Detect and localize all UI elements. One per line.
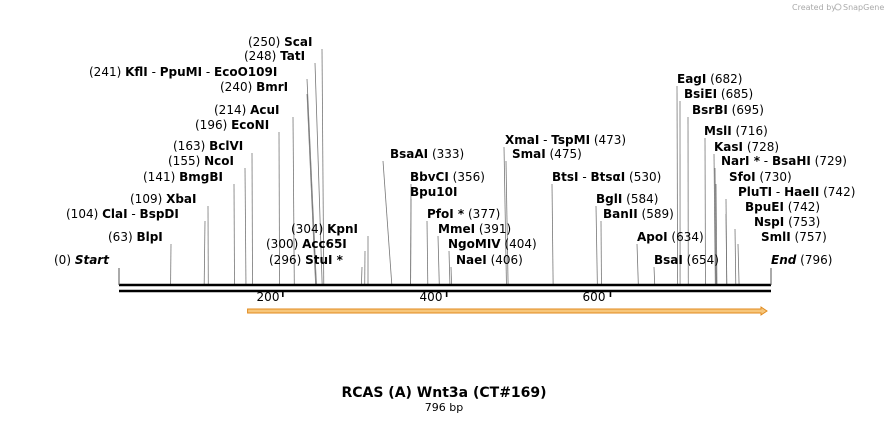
site-smai-leader [505, 160, 509, 285]
site-apoi-leader [636, 243, 639, 285]
feature-arrow[interactable] [247, 306, 768, 316]
site-ncoi-label[interactable]: (155) NcoI [168, 154, 234, 168]
map-length: 796 bp [425, 401, 463, 414]
site-sfoi-leader [715, 183, 718, 285]
site-tati-label[interactable]: (248) TatI [244, 49, 305, 63]
site-eagi-label[interactable]: EagI (682) [677, 72, 742, 86]
site-bmri-label[interactable]: (240) BmrI [220, 80, 288, 94]
site-kpni-label[interactable]: (304) KpnI [291, 222, 358, 236]
site-nspi-leader [734, 228, 737, 285]
site-bpu10i-label[interactable]: Bpu10I [410, 185, 457, 199]
enzyme-site-labels: (63) BlpI (104) ClaI - BspDI(109) XbaI (14… [54, 35, 855, 267]
site-mmei-leader [437, 235, 440, 285]
site-bsiei-label[interactable]: BsiEI (685) [684, 87, 753, 101]
site-econi-leader [278, 131, 280, 285]
site-ngomiv-leader [448, 250, 451, 285]
site-pfoi-label[interactable]: PfoI * (377) [427, 207, 500, 221]
ruler-tick-label-200: 200 [257, 290, 280, 304]
site-mmei-label[interactable]: MmeI (391) [438, 222, 511, 236]
site-econi-label[interactable]: (196) EcoNI [195, 118, 269, 132]
site-apoi-label[interactable]: ApoI (634) [637, 230, 704, 244]
map-title: RCAS (A) Wnt3a (CT#169) [341, 385, 546, 401]
site-acui-leader [292, 116, 295, 285]
dna-backbone [118, 268, 772, 297]
site-nari-bsahi-leader [714, 167, 717, 285]
site-btsi-bts-i-label[interactable]: BtsI - BtsαI (530) [552, 170, 661, 184]
site-ngomiv-label[interactable]: NgoMIV (404) [448, 237, 537, 251]
watermark-brand: SnapGene [843, 3, 884, 12]
site-sfoi-label[interactable]: SfoI (730) [729, 170, 792, 184]
site-acc65i-label[interactable]: (300) Acc65I [266, 237, 347, 251]
site-bsaai-leader [382, 160, 393, 285]
site-bmgbi-label[interactable]: (141) BmgBI [143, 170, 223, 184]
site-banii-label[interactable]: BanII (589) [603, 207, 674, 221]
site-tati-leader [314, 62, 323, 285]
site-clai-bspdi-label[interactable]: (104) ClaI - BspDI [66, 207, 179, 221]
site-ncoi-leader [244, 167, 247, 285]
site-bbvci-label[interactable]: BbvCI (356) [410, 170, 485, 184]
site-nspi-label[interactable]: NspI (753) [754, 215, 820, 229]
site-stui-label[interactable]: (296) StuI * [269, 253, 344, 267]
site-smai-label[interactable]: SmaI (475) [512, 147, 582, 161]
end-label[interactable]: End (796) [771, 253, 832, 267]
ruler-tick-label-400: 400 [420, 290, 443, 304]
site-bsrbi-label[interactable]: BsrBI (695) [692, 103, 764, 117]
site-smli-label[interactable]: SmlI (757) [761, 230, 827, 244]
site-bclvi-label[interactable]: (163) BclVI [173, 139, 243, 153]
site-bmri-leader [306, 93, 316, 285]
site-bgli-leader [595, 205, 598, 285]
site-acui-label[interactable]: (214) AcuI [214, 103, 280, 117]
site-scai-label[interactable]: (250) ScaI [248, 35, 312, 49]
watermark-prefix: Created by [792, 3, 836, 12]
site-bsaai-label[interactable]: BsaAI (333) [390, 147, 464, 161]
site-xmai-tspmi-label[interactable]: XmaI - TspMI (473) [505, 133, 626, 147]
site-bpuei-label[interactable]: BpuEI (742) [745, 200, 820, 214]
site-kasi-leader [713, 153, 716, 285]
site-stui-leader [361, 266, 363, 285]
site-kasi-label[interactable]: KasI (728) [714, 140, 779, 154]
snapgene-watermark: Created by SnapGene [792, 3, 884, 12]
site-clai-bspdi-leader [203, 220, 206, 285]
site-kfli-ppumi-ecoo109i-label[interactable]: (241) KflI - PpuMI - EcoO109I [89, 65, 277, 79]
site-msli-label[interactable]: MslI (716) [704, 124, 768, 138]
site-scai-leader [321, 48, 325, 285]
ruler-tick-label-600: 600 [583, 290, 606, 304]
site-blpi-label[interactable]: (63) BlpI [108, 230, 163, 244]
site-naei-leader [450, 266, 452, 285]
site-smli-leader [737, 243, 740, 285]
site-btsi-bts-i-leader [551, 183, 554, 285]
site-leader-lines [170, 48, 740, 285]
start-label[interactable]: (0) Start [54, 253, 110, 267]
site-bsai-label[interactable]: BsaI (654) [654, 253, 719, 267]
site-nari-bsahi-label[interactable]: NarI * - BsaHI (729) [721, 154, 847, 168]
site-bpuei-leader [725, 213, 728, 285]
site-xbai-label[interactable]: (109) XbaI [130, 192, 197, 206]
site-bsai-leader [653, 266, 656, 285]
site-xmai-tspmi-leader [503, 146, 507, 285]
snapgene-logo-icon [834, 3, 842, 11]
site-eagi-leader [676, 85, 679, 285]
site-pfoi-leader [426, 220, 429, 285]
site-naei-label[interactable]: NaeI (406) [456, 253, 523, 267]
site-pluti-haeii-label[interactable]: PluTI - HaeII (742) [738, 185, 855, 199]
feature-arrow-shape[interactable] [247, 306, 768, 316]
site-bgli-label[interactable]: BglI (584) [596, 192, 658, 206]
site-kfli-ppumi-ecoo109i-leader [306, 78, 317, 285]
site-bclvi-leader [251, 152, 253, 285]
